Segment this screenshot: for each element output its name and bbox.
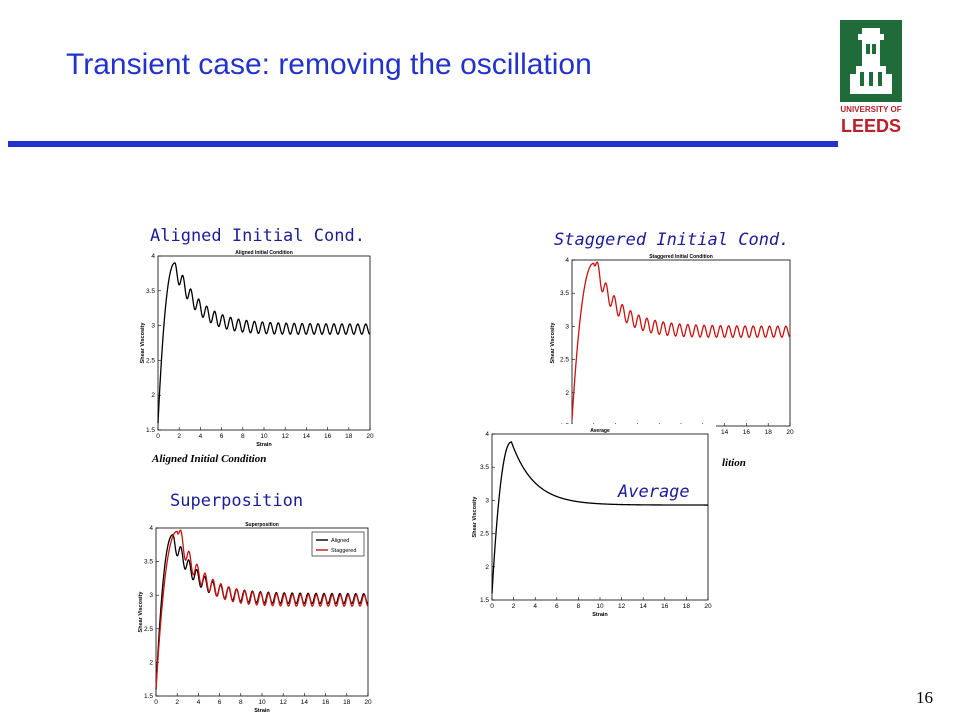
x-tick-label: 8 [239,699,243,706]
y-axis-label: Shear Viscosity [550,322,556,364]
y-tick-label: 2 [151,392,155,399]
x-tick-label: 20 [366,433,374,440]
series-line [157,262,371,424]
x-tick-label: 0 [154,699,158,706]
x-tick-label: 16 [661,603,669,610]
x-tick-label: 2 [177,433,181,440]
y-tick-label: 1.5 [480,597,489,604]
x-tick-label: 10 [258,699,266,706]
x-tick-label: 12 [282,433,290,440]
chart-aligned: Aligned Initial Condition 0 2 4 6 8 10 12 14 16 18… [138,244,378,454]
y-tick-label: 2.5 [146,357,155,364]
x-tick-label: 6 [218,699,222,706]
y-axis-label: Shear Viscosity [472,496,478,538]
chart-superposition: Superposition 0 2 4 6 8 10 12 14 16 18 20 1.5 2 2.5 3 3.… [136,518,374,718]
x-tick-label: 18 [765,429,773,436]
y-tick-label: 3.5 [560,290,569,297]
y-axis-label: Shear Viscosity [138,591,144,633]
x-tick-label: 18 [683,603,691,610]
y-tick-label: 3.5 [146,288,155,295]
x-tick-label: 6 [555,603,559,610]
logo-text-leeds: LEEDS [841,116,901,136]
plot-title: Average [590,428,610,434]
x-tick-label: 14 [640,603,648,610]
label-superposition: Superposition [170,491,304,511]
series-line [491,441,708,594]
x-tick-label: 10 [596,603,604,610]
y-tick-label: 2.5 [480,531,489,538]
x-tick-label: 6 [220,433,224,440]
y-tick-label: 4 [149,525,153,532]
x-tick-label: 8 [241,433,245,440]
x-tick-label: 10 [260,433,268,440]
series-line-staggered [155,529,369,690]
y-tick-label: 4 [151,253,155,260]
logo-text-university: UNIVERSITY OF [840,105,901,114]
y-tick-label: 2.5 [144,626,153,633]
x-tick-label: 2 [512,603,516,610]
x-tick-label: 16 [322,699,330,706]
plot-axes-box [157,255,371,431]
y-tick-label: 2.5 [560,357,569,364]
x-tick-label: 18 [345,433,353,440]
caption-aligned: Aligned Initial Condition [152,453,267,465]
x-tick-label: 4 [197,699,201,706]
x-tick-label: 12 [280,699,288,706]
caption-staggered-partial: lition [722,457,746,469]
x-tick-label: 4 [533,603,537,610]
university-logo: UNIVERSITY OF LEEDS [840,20,902,136]
page-number: 16 [916,688,933,707]
x-tick-label: 14 [303,433,311,440]
x-tick-label: 20 [786,429,794,436]
x-tick-label: 0 [490,603,494,610]
y-tick-label: 4 [485,431,489,438]
label-average: Average [618,482,690,502]
y-tick-label: 2 [485,564,489,571]
x-tick-label: 2 [175,699,179,706]
y-tick-label: 3.5 [144,559,153,566]
slide-title: Transient case: removing the oscillation [66,48,592,81]
y-tick-label: 1.5 [146,427,155,434]
y-tick-label: 3.5 [480,464,489,471]
x-axis-label: Strain [256,442,272,448]
y-tick-label: 3 [149,592,153,599]
x-tick-label: 16 [324,433,332,440]
x-axis-label: Strain [592,612,608,618]
title-underline [8,141,838,147]
legend-label: Staggered [331,548,356,554]
chart-staggered: Staggered Initial Condition0246810121416… [548,250,798,446]
y-tick-label: 3 [151,323,155,330]
x-tick-label: 0 [156,433,160,440]
x-tick-label: 16 [743,429,751,436]
y-tick-label: 3 [565,323,569,330]
plot-title: Superposition [245,522,279,528]
series-line-aligned [155,534,369,690]
plot-title: Staggered Initial Condition [649,254,713,260]
label-staggered: Staggered Initial Cond. [554,230,790,250]
plot-title: Aligned Initial Condition [235,250,293,256]
y-tick-label: 1.5 [144,693,153,700]
x-tick-label: 20 [704,603,712,610]
plot-axes-box [491,433,709,601]
x-tick-label: 14 [301,699,309,706]
legend-box [311,531,365,557]
y-tick-label: 2 [565,390,569,397]
x-tick-label: 4 [199,433,203,440]
label-aligned: Aligned Initial Cond. [150,226,365,246]
y-axis-label: Shear Viscosity [140,322,146,364]
x-tick-label: 14 [721,429,729,436]
legend-label: Aligned [331,538,349,544]
x-tick-label: 8 [577,603,581,610]
chart-average: Average 0 2 4 6 8 10 12 14 16 18 20 1.5 2 2.5 3 3.5 4 Stra… [470,424,716,624]
x-tick-label: 12 [618,603,626,610]
x-tick-label: 20 [364,699,372,706]
x-tick-label: 18 [343,699,351,706]
series-line [571,261,791,420]
y-tick-label: 2 [149,659,153,666]
y-tick-label: 4 [565,257,569,264]
y-tick-label: 3 [485,497,489,504]
x-axis-label: Strain [254,708,270,714]
